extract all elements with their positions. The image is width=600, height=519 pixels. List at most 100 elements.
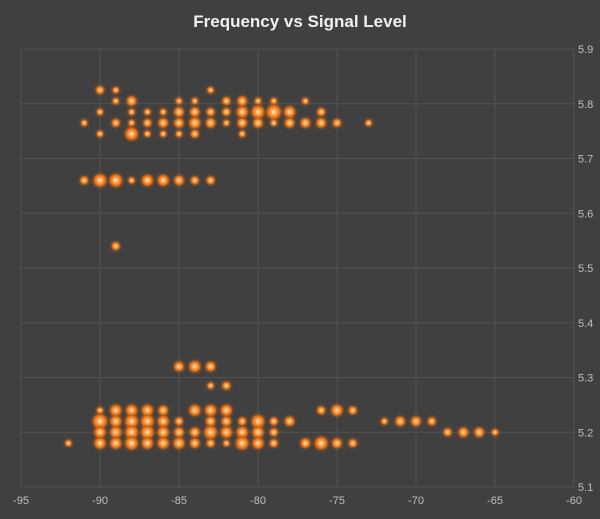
bubble-point xyxy=(458,427,469,438)
bubble-point xyxy=(348,439,357,448)
bubble-point xyxy=(125,127,139,141)
bubble-point xyxy=(266,104,282,120)
bubble-point xyxy=(270,97,278,105)
bubble-point xyxy=(331,404,343,417)
bubble-point xyxy=(141,174,154,187)
bubble-point xyxy=(96,130,104,138)
bubble-point xyxy=(80,176,89,185)
y-tick-label: 5.7 xyxy=(578,154,593,166)
bubble-point xyxy=(253,118,263,128)
bubble-point xyxy=(125,414,139,428)
bubble-point xyxy=(95,85,105,95)
bubble-point xyxy=(189,404,201,417)
bubble-point xyxy=(270,119,278,127)
x-tick-label: -60 xyxy=(566,495,582,507)
chart-title: Frequency vs Signal Level xyxy=(193,12,407,31)
bubble-point xyxy=(237,118,248,128)
bubble-point xyxy=(348,406,357,415)
bubble-point xyxy=(141,437,154,449)
bubble-point xyxy=(96,108,104,116)
bubble-point xyxy=(174,118,184,128)
bubble-point xyxy=(237,96,248,106)
bubble-point xyxy=(314,436,328,450)
bubble-point xyxy=(174,107,184,117)
x-tick-label: -95 xyxy=(13,495,29,507)
bubble-point xyxy=(158,118,169,128)
bubble-point xyxy=(110,404,122,417)
bubble-point xyxy=(189,117,201,129)
bubble-point xyxy=(220,404,233,417)
bubble-point xyxy=(157,415,169,427)
bubble-point xyxy=(125,404,138,417)
bubble-point xyxy=(317,107,326,117)
bubble-point xyxy=(365,119,372,127)
x-tick-label: -90 xyxy=(92,495,108,507)
bubble-point xyxy=(236,106,248,118)
bubble-point xyxy=(252,437,264,449)
bubble-point xyxy=(283,106,296,118)
bubble-point xyxy=(157,437,169,449)
y-axis-ticks: 5.1 5.2 5.3 5.4 5.5 5.6 5.7 5.8 5.9 xyxy=(578,44,593,494)
bubble-point xyxy=(206,176,215,185)
bubble-point xyxy=(126,96,137,106)
bubble-point xyxy=(206,439,215,448)
bubble-point xyxy=(173,437,185,449)
bubble-point xyxy=(220,426,233,438)
bubble-point xyxy=(332,118,342,128)
bubble-point xyxy=(222,381,231,390)
bubble-point xyxy=(110,437,122,449)
bubble-series xyxy=(65,85,499,450)
gridlines xyxy=(20,48,575,488)
bubble-point xyxy=(254,97,262,105)
bubble-point xyxy=(125,436,139,450)
bubble-point xyxy=(332,438,342,449)
bubble-point xyxy=(125,425,139,439)
bubble-point xyxy=(190,129,199,138)
y-tick-label: 5.5 xyxy=(578,263,593,275)
bubble-point xyxy=(93,173,107,187)
bubble-point xyxy=(111,241,120,251)
bubble-point xyxy=(302,97,309,105)
bubble-point xyxy=(284,118,295,128)
bubble-point xyxy=(207,86,214,94)
y-tick-label: 5.6 xyxy=(578,208,593,220)
bubble-point xyxy=(128,119,135,127)
bubble-point xyxy=(174,175,184,186)
bubble-point xyxy=(189,427,200,438)
x-tick-label: -80 xyxy=(250,495,266,507)
bubble-point xyxy=(94,437,106,449)
bubble-point xyxy=(300,118,311,128)
y-tick-label: 5.2 xyxy=(578,427,593,439)
y-tick-label: 5.9 xyxy=(578,44,593,56)
bubble-point xyxy=(252,426,264,438)
x-tick-label: -65 xyxy=(487,495,503,507)
bubble-point xyxy=(205,416,216,427)
bubble-point xyxy=(222,107,231,117)
y-tick-label: 5.8 xyxy=(578,99,593,111)
bubble-point xyxy=(381,417,388,425)
bubble-point xyxy=(205,118,216,128)
bubble-point xyxy=(175,97,183,105)
y-tick-label: 5.1 xyxy=(578,482,593,494)
bubble-point xyxy=(110,415,122,427)
bubble-point xyxy=(317,406,326,415)
bubble-point xyxy=(174,417,184,426)
bubble-point xyxy=(411,416,421,427)
bubble-point xyxy=(191,97,199,105)
bubble-point xyxy=(395,416,406,427)
bubble-point xyxy=(269,417,278,426)
bubble-point xyxy=(269,439,278,448)
bubble-point xyxy=(206,107,215,117)
y-tick-label: 5.4 xyxy=(578,318,593,330)
bubble-point xyxy=(157,174,169,187)
y-tick-label: 5.3 xyxy=(578,373,593,385)
bubble-point xyxy=(189,438,200,449)
bubble-point xyxy=(143,118,152,128)
bubble-point xyxy=(189,360,201,373)
bubble-point xyxy=(92,414,108,429)
bubble-point xyxy=(109,173,123,187)
bubble-point xyxy=(443,428,452,437)
bubble-point xyxy=(251,105,265,119)
bubble-point xyxy=(141,404,154,417)
